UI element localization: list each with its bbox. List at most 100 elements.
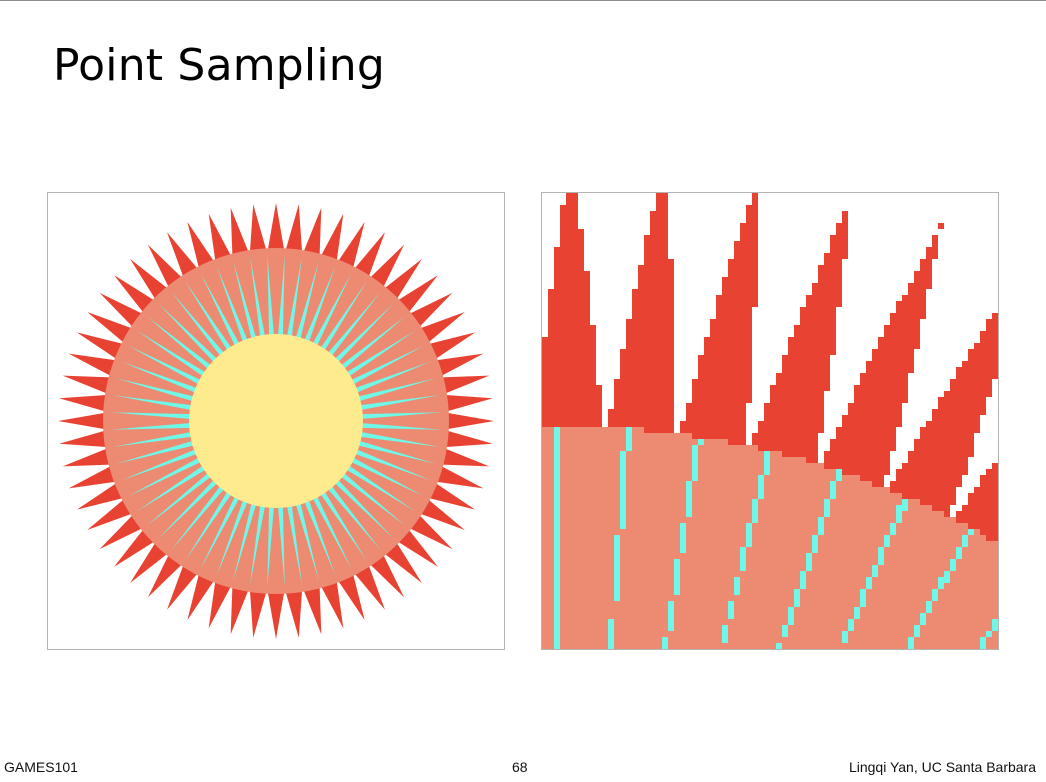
- inner-ray: [171, 485, 225, 551]
- aliased-spike-run: [896, 475, 962, 481]
- outer-spike: [230, 207, 250, 259]
- aliased-ray-run: [920, 619, 926, 625]
- aliased-ray-run: [734, 577, 740, 583]
- aliased-disk-run: [560, 433, 626, 439]
- aliased-spike-run: [764, 403, 824, 409]
- aliased-disk-run: [614, 643, 662, 649]
- aliased-spike-run: [728, 271, 758, 277]
- aliased-spike-run: [824, 253, 848, 259]
- outer-spike: [76, 332, 127, 361]
- zoomed-aliased-figure: [541, 192, 999, 650]
- aliased-ray-run: [884, 541, 890, 547]
- aliased-disk-run: [752, 535, 812, 541]
- aliased-spike-run: [890, 481, 962, 487]
- aliased-disk-run: [560, 475, 620, 481]
- aliased-ray-run: [620, 475, 626, 481]
- center-disk: [189, 334, 363, 508]
- aliased-spike-run: [896, 307, 926, 313]
- aliased-ray-run: [554, 529, 560, 535]
- aliased-spike-run: [956, 367, 998, 373]
- aliased-ray-run: [680, 529, 686, 535]
- aliased-disk-run: [764, 487, 830, 493]
- aliased-spike-run: [560, 229, 584, 235]
- outer-spike: [113, 275, 158, 316]
- aliased-ray-run: [824, 511, 830, 517]
- aliased-disk-run: [962, 547, 998, 553]
- aliased-disk-run: [896, 529, 968, 535]
- aliased-disk-run: [686, 541, 746, 547]
- inner-ray: [112, 395, 193, 411]
- aliased-spike-run: [812, 283, 842, 289]
- aliased-disk-run: [560, 595, 614, 601]
- inner-ray: [345, 465, 416, 512]
- aliased-spike-run: [728, 439, 746, 445]
- aliased-ray-run: [926, 601, 932, 607]
- aliased-ray-run: [758, 487, 764, 493]
- zoomed-svg: [542, 193, 998, 649]
- aliased-spike-run: [920, 433, 974, 439]
- aliased-ray-run: [908, 637, 914, 643]
- aliased-spike-run: [686, 403, 746, 409]
- aliased-spike-run: [914, 439, 974, 445]
- aliased-spike-run: [746, 205, 758, 211]
- aliased-disk-run: [890, 535, 962, 541]
- aliased-ray-run: [674, 571, 680, 577]
- aliased-disk-run: [632, 427, 644, 433]
- outer-spike: [87, 312, 136, 345]
- aliased-spike-run: [980, 475, 998, 481]
- aliased-disk-run: [626, 493, 686, 499]
- aliased-ray-run: [722, 631, 728, 637]
- aliased-ray-run: [554, 595, 560, 601]
- aliased-spike-run: [698, 361, 752, 367]
- aliased-ray-run: [746, 523, 752, 529]
- aliased-spike-run: [644, 259, 674, 265]
- aliased-ray-run: [554, 439, 560, 445]
- aliased-spike-run: [770, 391, 824, 397]
- aliased-spike-run: [650, 211, 668, 217]
- inner-ray: [146, 472, 212, 526]
- aliased-disk-run: [812, 553, 878, 559]
- inner-ray: [340, 472, 406, 526]
- outer-spike: [59, 429, 111, 448]
- outer-spike: [302, 207, 322, 259]
- aliased-ray-run: [614, 571, 620, 577]
- aliased-spike-run: [734, 241, 758, 247]
- inner-ray: [250, 257, 266, 338]
- aliased-spike-run: [632, 301, 674, 307]
- aliased-disk-run: [968, 541, 998, 547]
- aliased-disk-run: [626, 487, 686, 493]
- aliased-ray-run: [938, 583, 944, 589]
- aliased-ray-run: [722, 625, 728, 631]
- aliased-ray-run: [830, 481, 836, 487]
- aliased-disk-run: [854, 625, 914, 631]
- aliased-disk-run: [626, 481, 686, 487]
- inner-ray: [185, 281, 232, 352]
- outer-spike: [394, 526, 439, 567]
- aliased-disk-run: [542, 469, 554, 475]
- aliased-disk-run: [746, 547, 812, 553]
- aliased-spike-run: [986, 319, 998, 325]
- aliased-disk-run: [626, 499, 686, 505]
- aliased-spike-run: [878, 337, 920, 343]
- aliased-ray-run: [980, 643, 986, 649]
- aliased-ray-run: [554, 625, 560, 631]
- outer-spike: [147, 551, 185, 598]
- aliased-ray-run: [794, 589, 800, 595]
- aliased-ray-run: [752, 511, 758, 517]
- aliased-ray-run: [626, 427, 632, 433]
- outer-spike: [249, 204, 268, 256]
- aliased-spike-run: [560, 241, 584, 247]
- aliased-spike-run: [842, 421, 902, 427]
- aliased-disk-run: [542, 529, 554, 535]
- inner-ray: [216, 266, 248, 343]
- slide-title: Point Sampling: [53, 40, 385, 91]
- aliased-spike-run: [968, 349, 998, 355]
- aliased-spike-run: [566, 193, 578, 199]
- aliased-spike-run: [788, 337, 836, 343]
- aliased-disk-run: [560, 451, 620, 457]
- outer-spike: [367, 551, 405, 598]
- outer-spike: [425, 332, 476, 361]
- aliased-disk-run: [620, 583, 674, 589]
- aliased-disk-run: [560, 499, 620, 505]
- aliased-spike-run: [902, 493, 956, 499]
